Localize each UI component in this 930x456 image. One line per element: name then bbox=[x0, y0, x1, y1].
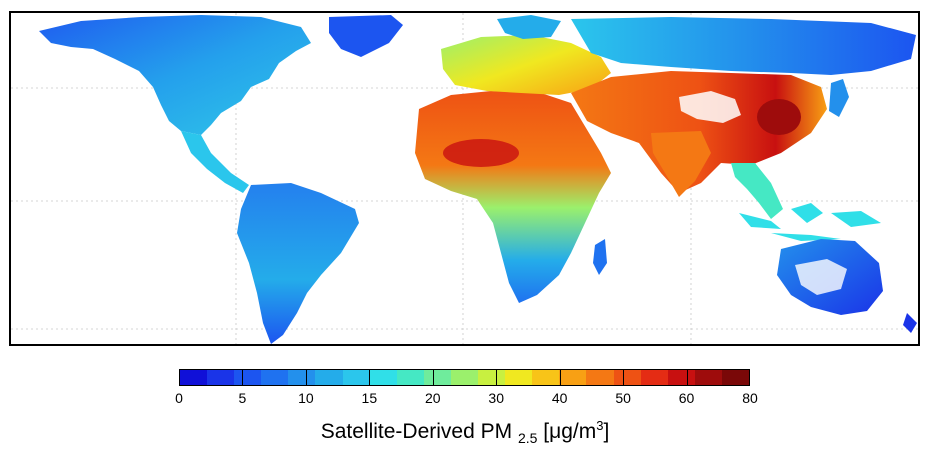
colorbar-tick-label: 80 bbox=[742, 390, 758, 406]
colorbar-segment bbox=[640, 370, 668, 385]
south-america bbox=[237, 183, 359, 344]
colorbar-tick-mark bbox=[432, 369, 434, 386]
colorbar-tick-label: 60 bbox=[678, 390, 695, 406]
japan bbox=[829, 79, 849, 117]
colorbar-segment bbox=[667, 370, 695, 385]
hotspot-sahara bbox=[443, 139, 519, 167]
pm25-map-canvas bbox=[11, 13, 918, 344]
africa bbox=[415, 91, 611, 303]
colorbar-tick-mark bbox=[242, 369, 244, 386]
title-unit-superscript: 3 bbox=[596, 418, 604, 433]
scandinavia bbox=[497, 15, 561, 39]
colorbar-segment bbox=[559, 370, 587, 385]
colorbar-title: Satellite-Derived PM 2.5 [μg/m3] bbox=[0, 418, 930, 446]
colorbar-tick-mark bbox=[305, 369, 307, 386]
colorbar-tick-label: 0 bbox=[175, 390, 183, 406]
title-main: Satellite-Derived PM bbox=[320, 420, 513, 443]
greenland bbox=[329, 15, 403, 57]
colorbar-segment bbox=[369, 370, 397, 385]
colorbar-segment bbox=[342, 370, 370, 385]
madagascar bbox=[593, 239, 607, 275]
north-asia bbox=[571, 17, 916, 75]
colorbar-segment bbox=[315, 370, 343, 385]
colorbar-segment bbox=[613, 370, 641, 385]
colorbar-tick-mark bbox=[369, 369, 371, 386]
colorbar-tick-label: 50 bbox=[615, 390, 631, 406]
colorbar-tick-label: 15 bbox=[361, 390, 378, 406]
colorbar-segment bbox=[234, 370, 262, 385]
colorbar-segment bbox=[505, 370, 533, 385]
title-subscript: 2.5 bbox=[517, 430, 538, 447]
colorbar-segment bbox=[396, 370, 424, 385]
colorbar-segment bbox=[207, 370, 235, 385]
colorbar-segment bbox=[478, 370, 506, 385]
colorbar-segment bbox=[694, 370, 722, 385]
australia-no-data bbox=[795, 259, 847, 295]
colorbar-segment bbox=[450, 370, 479, 385]
colorbar bbox=[179, 369, 750, 386]
colorbar-tick-mark bbox=[623, 369, 625, 386]
colorbar-segment bbox=[721, 370, 749, 385]
colorbar-tick-label: 40 bbox=[551, 390, 568, 406]
new-zealand bbox=[903, 313, 917, 333]
colorbar-segment bbox=[261, 370, 289, 385]
colorbar-tick-mark bbox=[559, 369, 561, 386]
colorbar-segment bbox=[532, 370, 560, 385]
indonesia bbox=[739, 203, 881, 241]
no-data-region bbox=[679, 91, 741, 123]
title-unit-open: [ bbox=[537, 420, 550, 443]
colorbar-tick-mark bbox=[496, 369, 498, 386]
world-map bbox=[9, 11, 920, 346]
colorbar-tick-label: 30 bbox=[488, 390, 505, 406]
title-unit-close: ] bbox=[603, 420, 610, 443]
title-unit: μg/m bbox=[549, 420, 597, 443]
colorbar-segment bbox=[423, 370, 451, 385]
colorbar-tick-mark bbox=[686, 369, 688, 386]
colorbar-segment bbox=[180, 370, 208, 385]
southeast-asia bbox=[731, 163, 783, 219]
colorbar-segment bbox=[288, 370, 316, 385]
colorbar-tick-label: 20 bbox=[424, 390, 441, 406]
colorbar-tick-label: 10 bbox=[298, 390, 314, 406]
colorbar-tick-label: 5 bbox=[238, 390, 247, 406]
india bbox=[651, 131, 711, 197]
central-america bbox=[181, 131, 249, 193]
north-america bbox=[39, 15, 311, 135]
europe bbox=[441, 35, 611, 95]
colorbar-segment bbox=[586, 370, 614, 385]
hotspot-east-china bbox=[757, 99, 801, 135]
